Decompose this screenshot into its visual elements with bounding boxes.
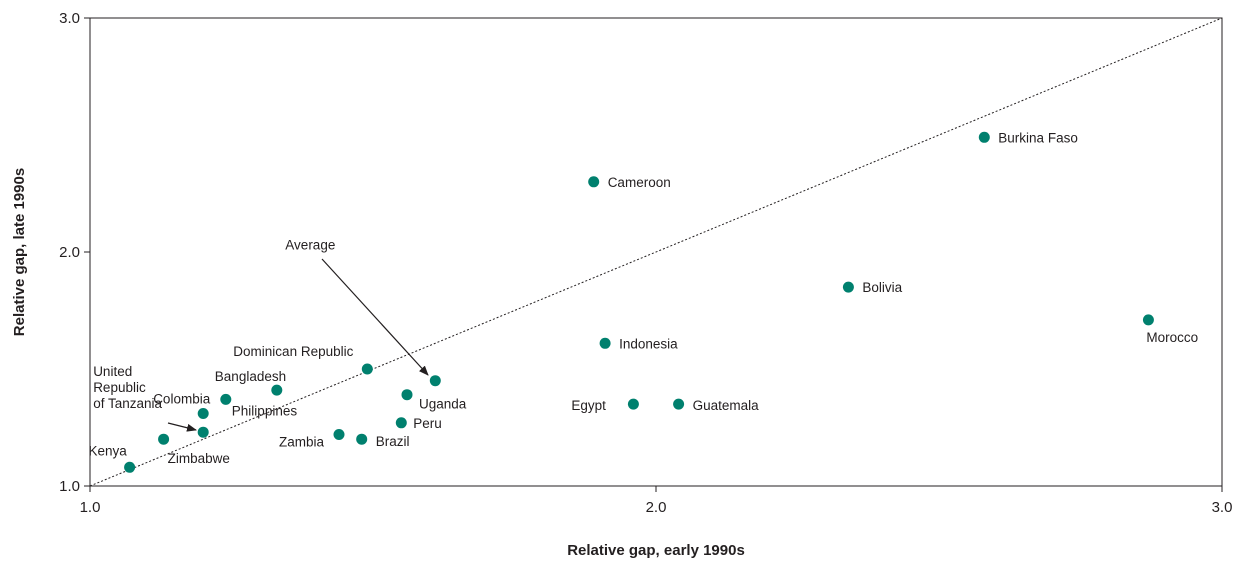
tanzania-arrow <box>167 422 197 432</box>
point-label: Peru <box>413 416 442 431</box>
y-axis-title: Relative gap, late 1990s <box>11 168 28 336</box>
x-tick-label: 3.0 <box>1212 499 1233 516</box>
data-point <box>673 398 685 410</box>
point-label: Cameroon <box>608 175 671 190</box>
labels-layer: Kenya Zimbabwe United Republic of TanzaniaCo… <box>88 130 1198 466</box>
y-tick-label: 1.0 <box>59 478 80 495</box>
data-point <box>158 433 170 445</box>
y-tick-label: 3.0 <box>59 10 80 27</box>
average-arrow <box>321 258 429 376</box>
data-point <box>1142 314 1154 326</box>
data-point <box>197 426 209 438</box>
data-point <box>978 131 990 143</box>
data-point <box>197 408 209 419</box>
point-label: Zimbabwe <box>168 451 230 466</box>
y-tick-label: 2.0 <box>59 244 80 261</box>
point-label: Colombia <box>153 392 211 407</box>
point-label: Brazil <box>376 434 410 449</box>
x-tick-label: 2.0 <box>646 499 667 516</box>
point-label: Bangladesh <box>215 369 286 384</box>
point-label: Morocco <box>1146 330 1198 345</box>
point-label: Kenya <box>88 443 127 458</box>
x-tick-label: 1.0 <box>80 499 101 516</box>
data-point <box>124 461 136 473</box>
data-point <box>220 393 232 405</box>
data-point <box>361 363 373 375</box>
reference-diagonal-line <box>89 17 1223 487</box>
data-point <box>401 389 413 401</box>
data-point <box>356 433 368 445</box>
point-label: Indonesia <box>619 336 678 351</box>
point-label: United Republic of Tanzania <box>93 364 162 411</box>
point-label: Egypt <box>571 398 606 413</box>
data-point <box>333 429 345 440</box>
point-label: Burkina Faso <box>998 130 1078 145</box>
data-point <box>271 384 283 396</box>
data-point <box>627 398 639 410</box>
point-label: Guatemala <box>693 398 760 413</box>
data-point <box>599 337 611 349</box>
data-point <box>429 375 441 387</box>
data-point <box>842 281 854 293</box>
data-point <box>588 176 600 188</box>
points-layer <box>124 131 1154 473</box>
point-label: Zambia <box>279 435 325 450</box>
x-axis-title: Relative gap, early 1990s <box>567 542 745 559</box>
point-label: Dominican Republic <box>233 344 353 359</box>
point-label: Bolivia <box>862 280 902 295</box>
point-label: Average <box>285 238 335 253</box>
point-label: Uganda <box>419 397 467 412</box>
data-point <box>395 417 407 429</box>
point-label: Philippines <box>232 403 298 418</box>
